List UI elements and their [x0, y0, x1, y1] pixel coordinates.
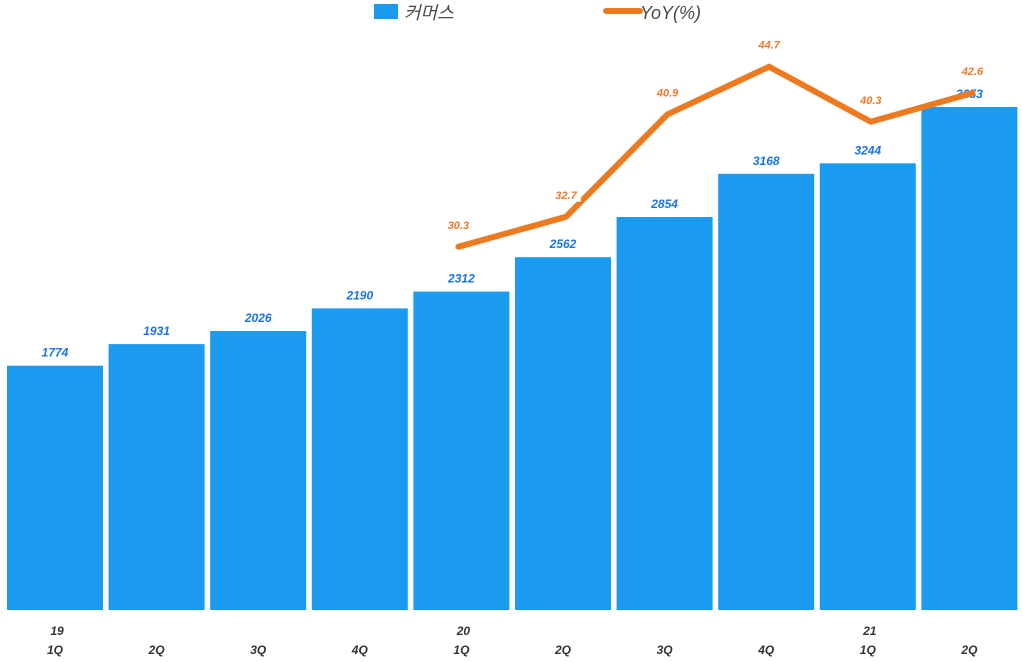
bar	[718, 173, 815, 611]
x-tick-year-label: 19	[50, 624, 64, 638]
bar	[819, 163, 916, 611]
bar	[921, 107, 1018, 610]
bar-data-label: 1774	[42, 346, 69, 360]
legend-label-commerce: 커머스	[404, 3, 454, 23]
bar-label-bg	[340, 289, 379, 304]
bar-label-bg	[442, 272, 481, 287]
bar	[515, 257, 611, 610]
bar	[311, 308, 408, 610]
yoy-label-bg	[754, 38, 785, 52]
x-tick-quarter-label: 3Q	[657, 643, 674, 657]
x-axis-tick-labels: 19 1Q 2Q 3Q 4Q 20 1Q 2Q 3Q 4Q 21 1Q 2Q	[47, 624, 978, 657]
x-tick-year-label: 21	[862, 624, 877, 638]
bar-series	[7, 107, 1018, 611]
bar-label-bg	[137, 325, 176, 340]
x-tick-quarter-label: 4Q	[757, 643, 775, 657]
yoy-label-bg	[957, 65, 988, 78]
legend: 커머스 YoY(%)	[374, 3, 701, 23]
bar-label-bg	[645, 198, 684, 212]
yoy-data-label: 40.3	[859, 95, 881, 107]
yoy-data-label: 42.6	[961, 66, 984, 78]
bar-data-label: 2026	[244, 311, 272, 325]
yoy-label-bg	[443, 218, 474, 232]
bar-label-bg	[544, 238, 582, 253]
bar-data-label: 2854	[650, 197, 678, 211]
bar	[616, 217, 713, 610]
bar-data-label: 1931	[143, 324, 170, 338]
legend-label-yoy: YoY(%)	[640, 3, 701, 23]
yoy-line	[455, 63, 976, 250]
x-tick-quarter-label: 3Q	[250, 643, 267, 657]
yoy-data-label: 30.3	[448, 220, 469, 232]
x-tick-quarter-label: 2Q	[554, 643, 572, 657]
yoy-data-label: 40.9	[656, 87, 679, 99]
x-tick-quarter-label: 1Q	[453, 643, 470, 657]
yoy-line-series	[455, 63, 976, 250]
x-tick-quarter-label: 4Q	[351, 643, 369, 657]
bar	[413, 291, 510, 610]
x-tick-quarter-label: 1Q	[47, 643, 64, 657]
yoy-data-label: 32.7	[555, 190, 577, 202]
yoy-label-bg	[652, 86, 683, 100]
bar-label-bg	[848, 144, 887, 159]
bar	[7, 365, 103, 610]
bar-data-label: 3168	[753, 154, 780, 168]
bar-label-bg	[239, 312, 278, 326]
yoy-label-bg	[855, 93, 886, 107]
x-tick-quarter-label: 1Q	[860, 643, 877, 657]
yoy-label-bg	[551, 188, 581, 202]
x-tick-quarter-label: 2Q	[960, 643, 978, 657]
bar-label-bg	[747, 154, 786, 169]
bar	[210, 331, 307, 610]
bar-data-label: 2312	[447, 272, 475, 286]
x-tick-year-label: 20	[456, 624, 471, 638]
legend-swatch-commerce	[374, 4, 398, 19]
bar-data-label: 2190	[345, 288, 373, 302]
x-tick-quarter-label: 2Q	[148, 643, 166, 657]
yoy-data-label: 44.7	[757, 40, 780, 52]
bar	[108, 344, 205, 610]
bar-data-label: 3244	[854, 143, 881, 157]
bar-label-bg	[36, 346, 74, 361]
bar-data-label: 2562	[549, 237, 577, 251]
yoy-data-labels: 30.3 32.7 40.9 44.7 40.3 42.6	[443, 38, 988, 232]
